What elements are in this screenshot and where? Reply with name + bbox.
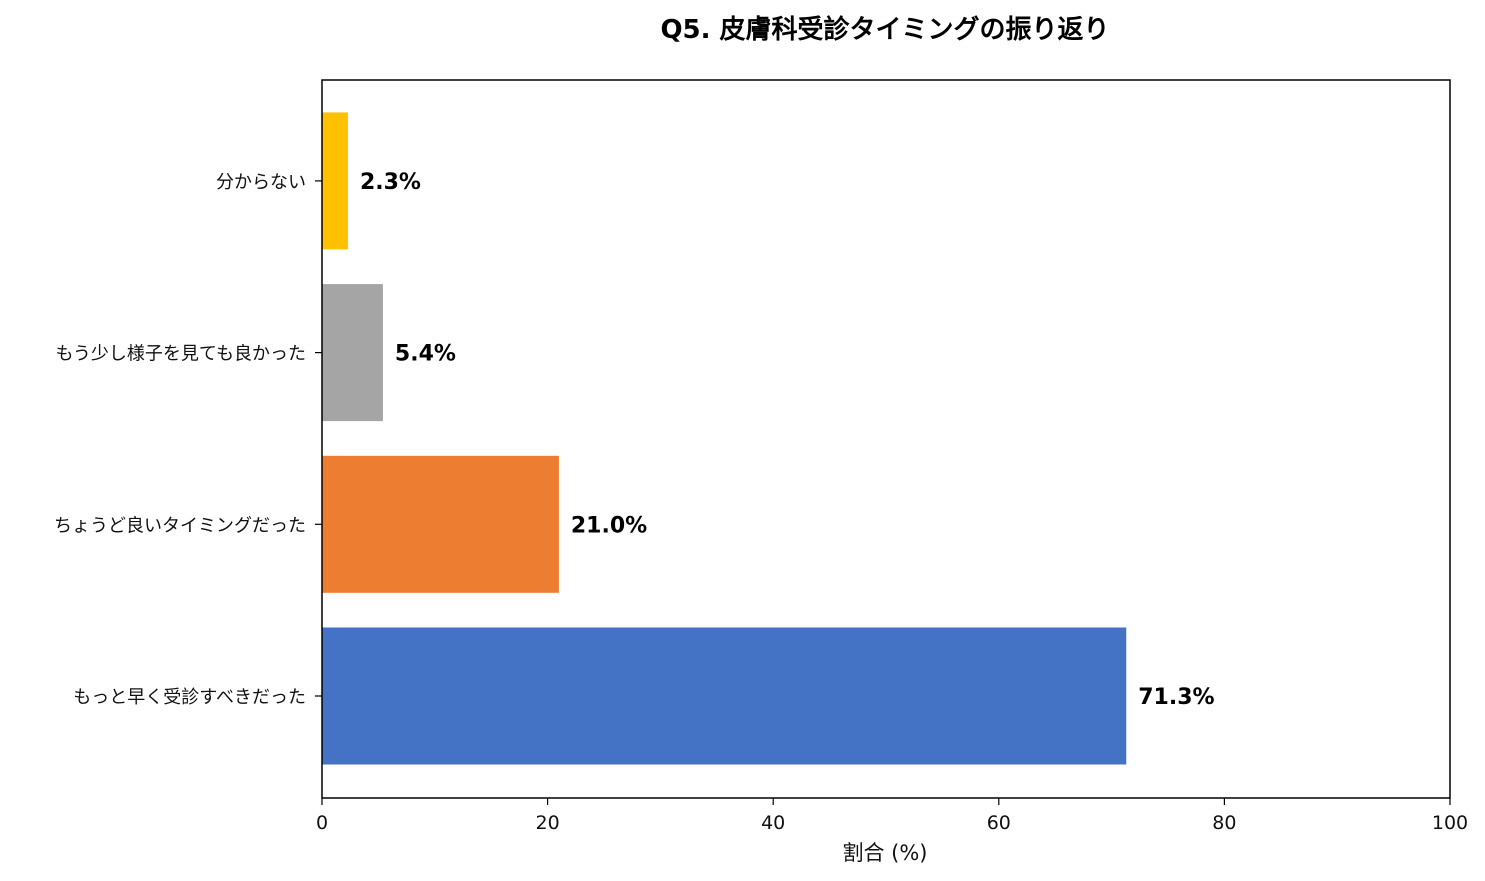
- bar: [322, 284, 383, 422]
- y-tick-label: もっと早く受診すべきだった: [73, 687, 306, 708]
- chart-title: Q5. 皮膚科受診タイミングの振り返り: [660, 14, 1109, 45]
- x-tick-label: 20: [536, 812, 560, 834]
- bar: [322, 455, 559, 593]
- bar-value-label: 2.3%: [360, 170, 421, 195]
- bar-value-label: 71.3%: [1138, 685, 1214, 710]
- y-tick-label: ちょうど良いタイミングだった: [54, 515, 306, 536]
- x-tick-label: 100: [1432, 812, 1468, 834]
- x-tick-label: 80: [1212, 812, 1236, 834]
- y-tick-label: もう少し様子を見ても良かった: [55, 344, 306, 365]
- plot-frame: [321, 79, 1451, 799]
- x-tick-label: 60: [987, 812, 1011, 834]
- bar-value-label: 21.0%: [571, 513, 647, 538]
- x-axis-label: 割合 (%): [842, 841, 927, 865]
- x-tick-label: 40: [761, 812, 785, 834]
- y-tick-label: 分からない: [216, 172, 306, 193]
- bar: [322, 112, 348, 250]
- bar: [322, 627, 1127, 765]
- x-tick-label: 0: [316, 812, 328, 834]
- bar-value-label: 5.4%: [395, 342, 456, 367]
